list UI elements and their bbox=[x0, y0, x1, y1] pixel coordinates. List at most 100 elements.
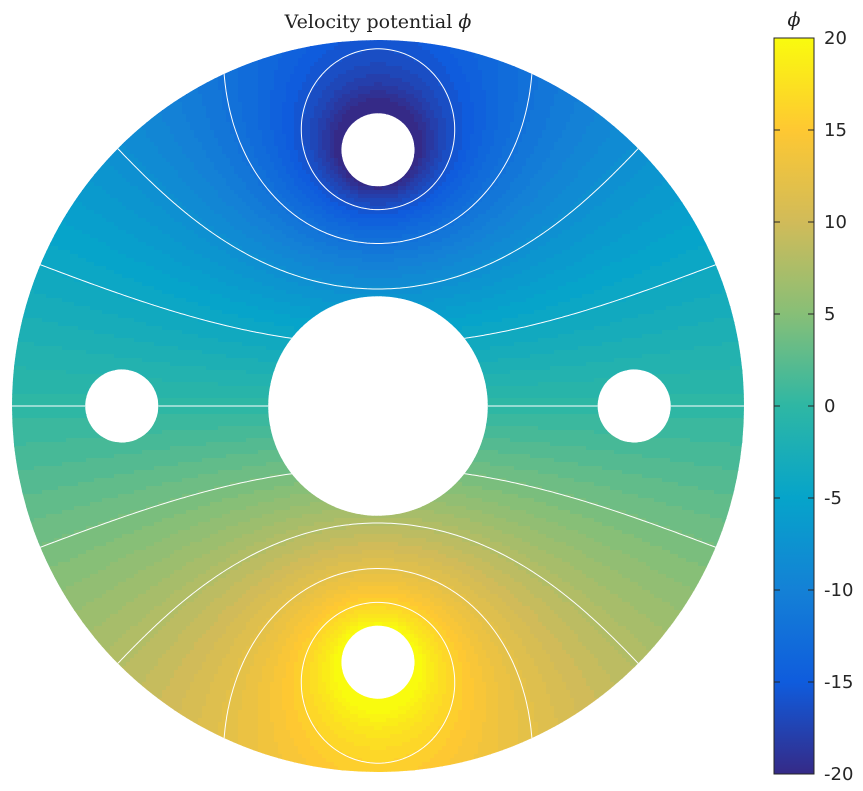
field-cell bbox=[210, 78, 215, 83]
field-cell bbox=[406, 126, 411, 131]
field-cell bbox=[406, 134, 411, 139]
field-cell bbox=[238, 78, 243, 83]
field-cell bbox=[258, 66, 263, 71]
field-cell bbox=[306, 194, 311, 199]
field-cell bbox=[350, 186, 355, 191]
field-cell bbox=[254, 94, 259, 99]
field-cell bbox=[522, 94, 527, 99]
field-cell bbox=[134, 198, 139, 203]
field-cell bbox=[654, 182, 659, 187]
field-cell bbox=[326, 40, 331, 43]
field-cell bbox=[342, 86, 347, 91]
field-cell bbox=[478, 170, 483, 175]
field-cell bbox=[290, 198, 295, 203]
field-cell bbox=[146, 166, 151, 171]
field-cell bbox=[434, 202, 439, 207]
field-cell bbox=[414, 58, 419, 63]
field-cell bbox=[618, 186, 623, 191]
field-cell bbox=[590, 162, 595, 167]
field-cell bbox=[454, 98, 459, 103]
field-cell bbox=[326, 110, 331, 115]
field-cell bbox=[382, 62, 387, 67]
field-cell bbox=[398, 90, 403, 95]
field-cell bbox=[162, 202, 167, 207]
field-cell bbox=[314, 62, 319, 67]
field-cell bbox=[318, 150, 323, 155]
field-cell bbox=[546, 182, 551, 187]
field-cell bbox=[410, 146, 415, 151]
field-cell bbox=[222, 174, 227, 179]
field-cell bbox=[618, 126, 623, 131]
field-cell bbox=[342, 198, 347, 203]
field-cell bbox=[342, 134, 347, 139]
field-cell bbox=[254, 102, 259, 107]
field-cell bbox=[190, 178, 195, 183]
field-cell bbox=[482, 150, 487, 155]
field-cell bbox=[170, 142, 175, 147]
field-cell bbox=[282, 126, 287, 131]
field-cell bbox=[358, 166, 363, 171]
field-cell bbox=[502, 118, 507, 123]
field-cell bbox=[234, 126, 239, 131]
field-cell bbox=[502, 190, 507, 195]
field-cell bbox=[214, 198, 219, 203]
field-cell bbox=[250, 106, 255, 111]
field-cell bbox=[450, 122, 455, 127]
field-cell bbox=[314, 90, 319, 95]
field-cell bbox=[122, 158, 127, 163]
field-cell bbox=[562, 90, 567, 95]
field-cell bbox=[222, 130, 227, 135]
field-cell bbox=[334, 206, 339, 211]
field-cell bbox=[342, 154, 347, 159]
field-cell bbox=[642, 206, 647, 211]
field-cell bbox=[442, 98, 447, 103]
field-cell bbox=[590, 142, 595, 147]
field-cell bbox=[178, 134, 183, 139]
field-cell bbox=[226, 78, 231, 83]
field-cell bbox=[498, 178, 503, 183]
field-cell bbox=[202, 122, 207, 127]
field-cell bbox=[290, 106, 295, 111]
field-cell bbox=[226, 134, 231, 139]
field-cell bbox=[118, 170, 123, 175]
field-cell bbox=[526, 170, 531, 175]
field-cell bbox=[354, 198, 359, 203]
field-cell bbox=[366, 174, 371, 179]
field-cell bbox=[178, 146, 183, 151]
field-cell bbox=[518, 182, 523, 187]
field-cell bbox=[122, 142, 127, 147]
field-cell bbox=[214, 102, 219, 107]
field-cell bbox=[638, 174, 643, 179]
field-cell bbox=[302, 178, 307, 183]
field-cell bbox=[610, 170, 615, 175]
field-cell bbox=[322, 42, 327, 47]
field-cell bbox=[358, 138, 363, 143]
field-cell bbox=[250, 154, 255, 159]
field-cell bbox=[322, 158, 327, 163]
field-cell bbox=[482, 178, 487, 183]
field-cell bbox=[266, 118, 271, 123]
field-cell bbox=[286, 126, 291, 131]
field-cell bbox=[306, 50, 311, 55]
field-cell bbox=[194, 182, 199, 187]
field-cell bbox=[610, 126, 615, 131]
field-cell bbox=[446, 198, 451, 203]
field-cell bbox=[514, 198, 519, 203]
field-cell bbox=[506, 98, 511, 103]
field-cell bbox=[254, 66, 259, 71]
field-cell bbox=[398, 74, 403, 79]
field-cell bbox=[602, 182, 607, 187]
field-cell bbox=[398, 142, 403, 147]
field-cell bbox=[506, 66, 511, 71]
field-cell bbox=[510, 194, 515, 199]
field-cell bbox=[406, 174, 411, 179]
field-cell bbox=[174, 130, 179, 135]
field-cell bbox=[386, 86, 391, 91]
field-cell bbox=[610, 206, 615, 211]
field-cell bbox=[186, 186, 191, 191]
field-cell bbox=[306, 170, 311, 175]
field-cell bbox=[142, 210, 147, 215]
field-cell bbox=[194, 146, 199, 151]
field-cell bbox=[422, 202, 427, 207]
field-cell bbox=[206, 158, 211, 163]
